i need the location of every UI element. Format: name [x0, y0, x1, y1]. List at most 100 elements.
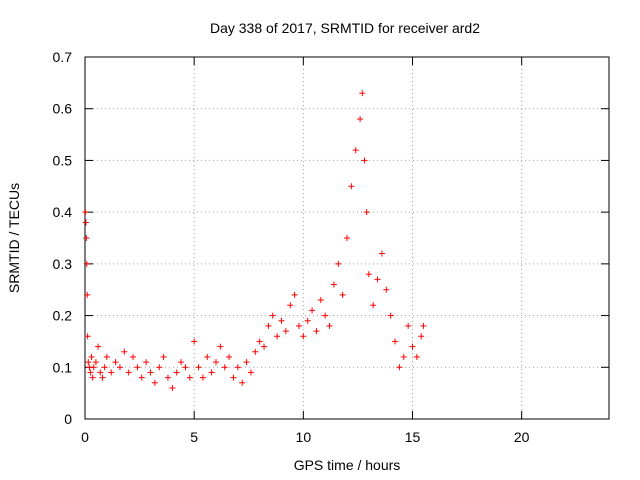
grid-lines	[85, 57, 609, 419]
data-point	[418, 333, 425, 340]
data-point	[230, 374, 237, 381]
data-point	[82, 219, 89, 226]
data-point	[400, 353, 407, 360]
data-point	[121, 348, 128, 355]
x-tick-label: 5	[190, 429, 198, 445]
data-point	[169, 384, 176, 391]
data-point	[151, 379, 158, 386]
y-tick-label: 0.6	[53, 101, 73, 117]
data-point	[339, 291, 346, 298]
data-point	[108, 369, 115, 376]
data-point	[134, 364, 141, 371]
data-point	[99, 374, 106, 381]
data-point	[156, 364, 163, 371]
y-tick-label: 0.4	[53, 204, 73, 220]
y-tick-label: 0.1	[53, 359, 73, 375]
x-tick-labels: 0 5 10 15 20	[81, 429, 530, 445]
data-point	[392, 338, 399, 345]
data-point	[204, 353, 211, 360]
data-point	[405, 322, 412, 329]
data-point	[138, 374, 145, 381]
data-point	[103, 353, 110, 360]
chart-title: Day 338 of 2017, SRMTID for receiver ard…	[210, 20, 480, 36]
data-point	[295, 322, 302, 329]
data-point	[147, 369, 154, 376]
x-axis-label: GPS time / hours	[294, 457, 401, 473]
data-point	[84, 333, 91, 340]
data-point	[330, 281, 337, 288]
data-point	[322, 312, 329, 319]
x-tick-label: 0	[81, 429, 89, 445]
data-point	[186, 374, 193, 381]
data-point	[221, 364, 228, 371]
data-point	[261, 343, 268, 350]
data-point	[317, 297, 324, 304]
data-point	[234, 364, 241, 371]
data-point	[84, 291, 91, 298]
data-point	[191, 338, 198, 345]
data-point	[252, 348, 259, 355]
data-point	[178, 359, 185, 366]
data-point	[357, 116, 364, 123]
data-point	[378, 250, 385, 257]
data-point	[116, 364, 123, 371]
data-point	[291, 291, 298, 298]
data-point	[300, 333, 307, 340]
data-point	[82, 209, 89, 216]
data-point	[309, 307, 316, 314]
data-point	[256, 338, 263, 345]
data-point	[344, 235, 350, 241]
data-point	[359, 90, 366, 97]
data-point	[160, 353, 167, 360]
data-point	[85, 359, 92, 366]
data-point	[164, 374, 171, 381]
data-point	[208, 369, 215, 376]
data-point	[326, 322, 333, 329]
data-points	[82, 90, 427, 391]
data-point	[87, 369, 94, 376]
y-tick-label: 0.2	[53, 308, 73, 324]
data-point	[83, 235, 90, 241]
data-point	[365, 271, 372, 278]
data-point	[304, 317, 311, 324]
data-point	[213, 359, 219, 366]
data-point	[182, 364, 189, 371]
data-point	[361, 157, 368, 164]
y-tick-label: 0.7	[53, 49, 73, 65]
data-point	[83, 260, 90, 267]
data-point	[278, 317, 285, 324]
data-point	[282, 328, 289, 335]
data-point	[374, 276, 381, 283]
data-point	[239, 379, 246, 386]
data-point	[396, 364, 403, 371]
data-point	[143, 359, 150, 366]
data-point	[226, 353, 233, 360]
data-point	[409, 343, 416, 350]
x-tick-label: 20	[514, 429, 530, 445]
data-point	[420, 322, 427, 329]
data-point	[387, 312, 394, 319]
data-point	[243, 359, 250, 366]
data-point	[199, 374, 206, 381]
data-point	[95, 343, 102, 350]
y-axis-label: SRMTID / TECUs	[6, 183, 22, 293]
data-point	[265, 322, 272, 329]
data-point	[195, 364, 202, 371]
data-point	[348, 183, 355, 190]
data-point	[97, 369, 104, 376]
data-point	[125, 369, 132, 376]
data-point	[287, 302, 294, 309]
data-point	[335, 260, 342, 267]
data-point	[274, 333, 281, 340]
data-point	[370, 302, 377, 309]
data-point	[101, 364, 108, 371]
data-point	[363, 209, 370, 216]
x-tick-label: 15	[405, 429, 421, 445]
data-point	[269, 312, 276, 319]
data-point	[313, 328, 320, 335]
y-tick-label: 0	[64, 411, 72, 427]
data-point	[173, 369, 180, 376]
data-point	[383, 286, 390, 293]
y-tick-label: 0.3	[53, 256, 73, 272]
data-point	[89, 374, 96, 381]
